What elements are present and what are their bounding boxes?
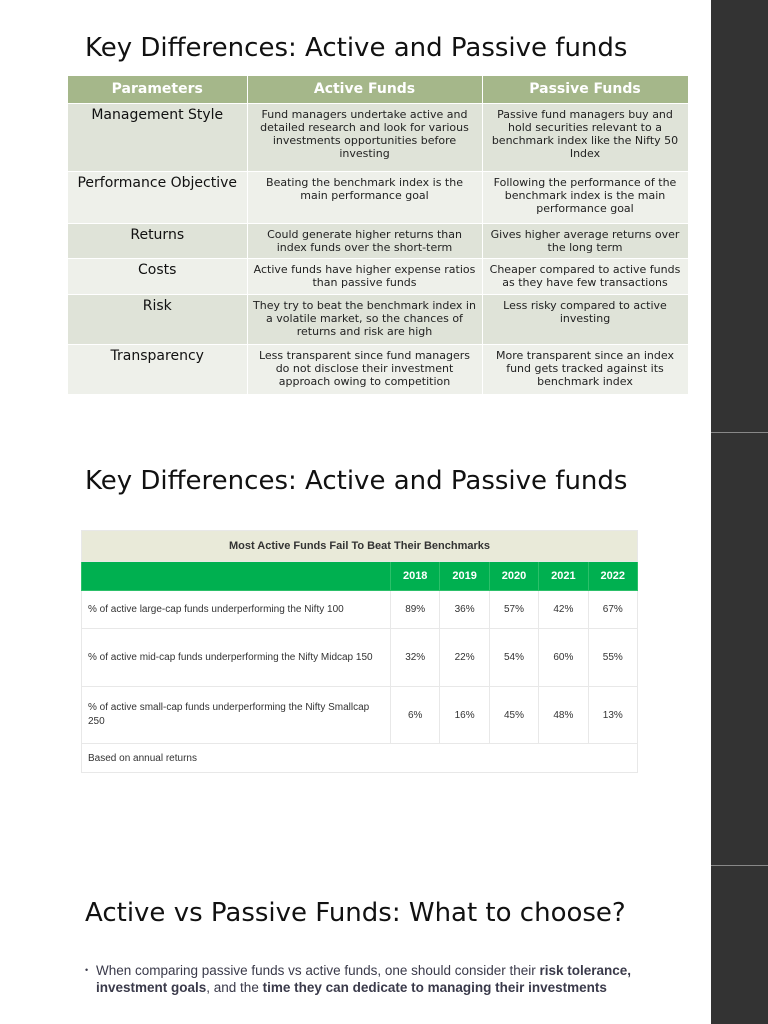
table-cell: Active funds have higher expense ratios … [247,257,483,294]
column-header: Passive Funds [482,76,689,103]
table-title: Most Active Funds Fail To Beat Their Ben… [81,530,638,562]
parameter-cell: Management Style [68,102,248,171]
value-cell: 55% [587,628,639,687]
table-row: Management Style Fund managers undertake … [68,102,689,171]
table-cell: They try to beat the benchmark index in … [247,293,483,344]
parameter-cell: Risk [68,293,248,344]
bullet-bold: time they can dedicate to managing their… [262,980,607,995]
table-title-row: Most Active Funds Fail To Beat Their Ben… [81,530,638,562]
empty-header [81,561,391,591]
comparison-table: Parameters Active Funds Passive Funds Mana… [68,76,689,394]
table-cell: Gives higher average returns over the lo… [482,222,689,258]
table-cell: Following the performance of the benchma… [482,170,689,223]
value-cell: 13% [587,686,639,744]
parameter-cell: Returns [68,222,248,258]
table-cell: More transparent since an index fund get… [482,343,689,394]
value-cell: 60% [538,628,589,687]
table-row: % of active small-cap funds underperform… [81,686,639,744]
slide1-title: Key Differences: Active and Passive fund… [85,33,628,63]
table-cell: Beating the benchmark index is the main … [247,170,483,223]
value-cell: 16% [439,686,490,744]
column-header: Parameters [68,76,248,103]
year-header: 2022 [587,561,639,591]
value-cell: 42% [538,590,589,629]
benchmark-table: Most Active Funds Fail To Beat Their Ben… [81,530,639,773]
bullet-point: • When comparing passive funds vs active… [85,962,645,996]
bullet-text: , and the [206,980,263,995]
table-row: Returns Could generate higher returns tha… [68,222,689,258]
parameter-cell: Costs [68,257,248,294]
value-cell: 22% [439,628,490,687]
table-row: Transparency Less transparent since fund … [68,343,689,394]
year-header: 2019 [439,561,490,591]
year-header: 2020 [488,561,540,591]
table-row: % of active mid-cap funds underperformin… [81,628,639,687]
year-header: 2021 [538,561,589,591]
table-cell: Cheaper compared to active funds as they… [482,257,689,294]
table-row: Costs Active funds have higher expense ra… [68,257,689,294]
parameter-cell: Performance Objective [68,170,248,223]
value-cell: 54% [488,628,540,687]
row-label: % of active large-cap funds underperform… [81,590,391,629]
column-header: Active Funds [247,76,483,103]
value-cell: 36% [439,590,490,629]
bullet-text: When comparing passive funds vs active f… [96,963,540,978]
slide-divider [711,432,768,433]
table-row: % of active large-cap funds underperform… [81,590,639,629]
table-cell: Less transparent since fund managers do … [247,343,483,394]
table-cell: Passive fund managers buy and hold secur… [482,102,689,171]
parameter-cell: Transparency [68,343,248,394]
value-cell: 6% [389,686,441,744]
footnote-row: Based on annual returns [81,743,638,773]
table-row: Risk They try to beat the benchmark index… [68,293,689,344]
value-cell: 67% [587,590,639,629]
bullet-icon: • [85,965,89,975]
value-cell: 32% [389,628,441,687]
table-cell: Less risky compared to active investing [482,293,689,344]
value-cell: 48% [538,686,589,744]
header-row: 2018 2019 2020 2021 2022 [81,561,639,591]
value-cell: 89% [389,590,441,629]
value-cell: 45% [488,686,540,744]
row-label: % of active mid-cap funds underperformin… [81,628,391,687]
bullet-bold: risk tolerance, investment goals [96,963,632,995]
slide3-title: Active vs Passive Funds: What to choose? [85,898,626,928]
footnote: Based on annual returns [81,743,638,773]
year-header: 2018 [389,561,441,591]
slide2-title: Key Differences: Active and Passive fund… [85,466,628,496]
slide-panel-scrollbar[interactable] [711,0,768,1024]
slide-divider [711,865,768,866]
row-label: % of active small-cap funds underperform… [81,686,391,744]
value-cell: 57% [488,590,540,629]
table-cell: Could generate higher returns than index… [247,222,483,258]
table-cell: Fund managers undertake active and detai… [247,102,483,171]
table-row: Performance Objective Beating the benchma… [68,170,689,223]
